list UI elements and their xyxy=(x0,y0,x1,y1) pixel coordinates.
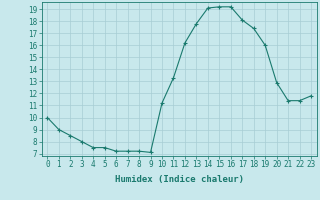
X-axis label: Humidex (Indice chaleur): Humidex (Indice chaleur) xyxy=(115,175,244,184)
